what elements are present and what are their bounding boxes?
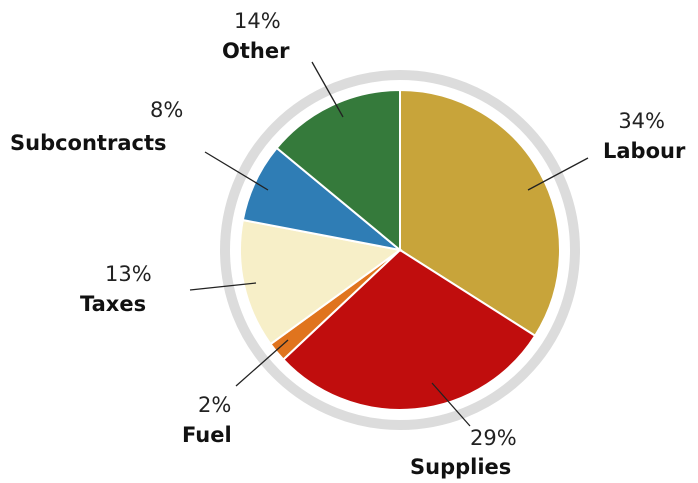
slice-name-label-subcontracts: Subcontracts	[10, 131, 167, 155]
slice-percent-label-taxes: 13%	[105, 262, 152, 286]
leader-line-subcontracts	[204, 151, 269, 191]
slice-name-label-taxes: Taxes	[80, 292, 146, 316]
leader-line-fuel	[235, 339, 289, 387]
slice-percent-label-labour: 34%	[618, 109, 665, 133]
pie-slice-supplies	[281, 248, 537, 411]
pie-outer-ring	[220, 70, 580, 430]
pie-slices	[239, 88, 561, 411]
slice-name-label-labour: Labour	[603, 139, 686, 163]
slice-name-label-supplies: Supplies	[410, 455, 511, 479]
leader-line-other	[311, 61, 344, 118]
leader-line-labour	[527, 157, 589, 191]
pie-slice-other	[275, 88, 401, 253]
slice-percent-label-other: 14%	[234, 9, 281, 33]
leader-lines	[189, 61, 589, 427]
leader-line-taxes	[189, 282, 257, 291]
leader-line-supplies	[431, 382, 471, 427]
slice-name-label-other: Other	[222, 39, 290, 63]
slice-name-label-fuel: Fuel	[182, 423, 232, 447]
slice-percent-label-fuel: 2%	[198, 393, 231, 417]
slice-percent-label-supplies: 29%	[470, 426, 517, 450]
slice-percent-label-subcontracts: 8%	[150, 98, 183, 122]
